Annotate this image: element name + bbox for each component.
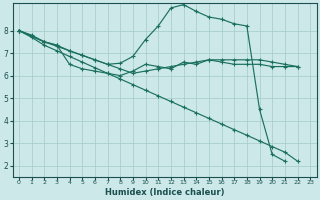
X-axis label: Humidex (Indice chaleur): Humidex (Indice chaleur): [105, 188, 224, 197]
